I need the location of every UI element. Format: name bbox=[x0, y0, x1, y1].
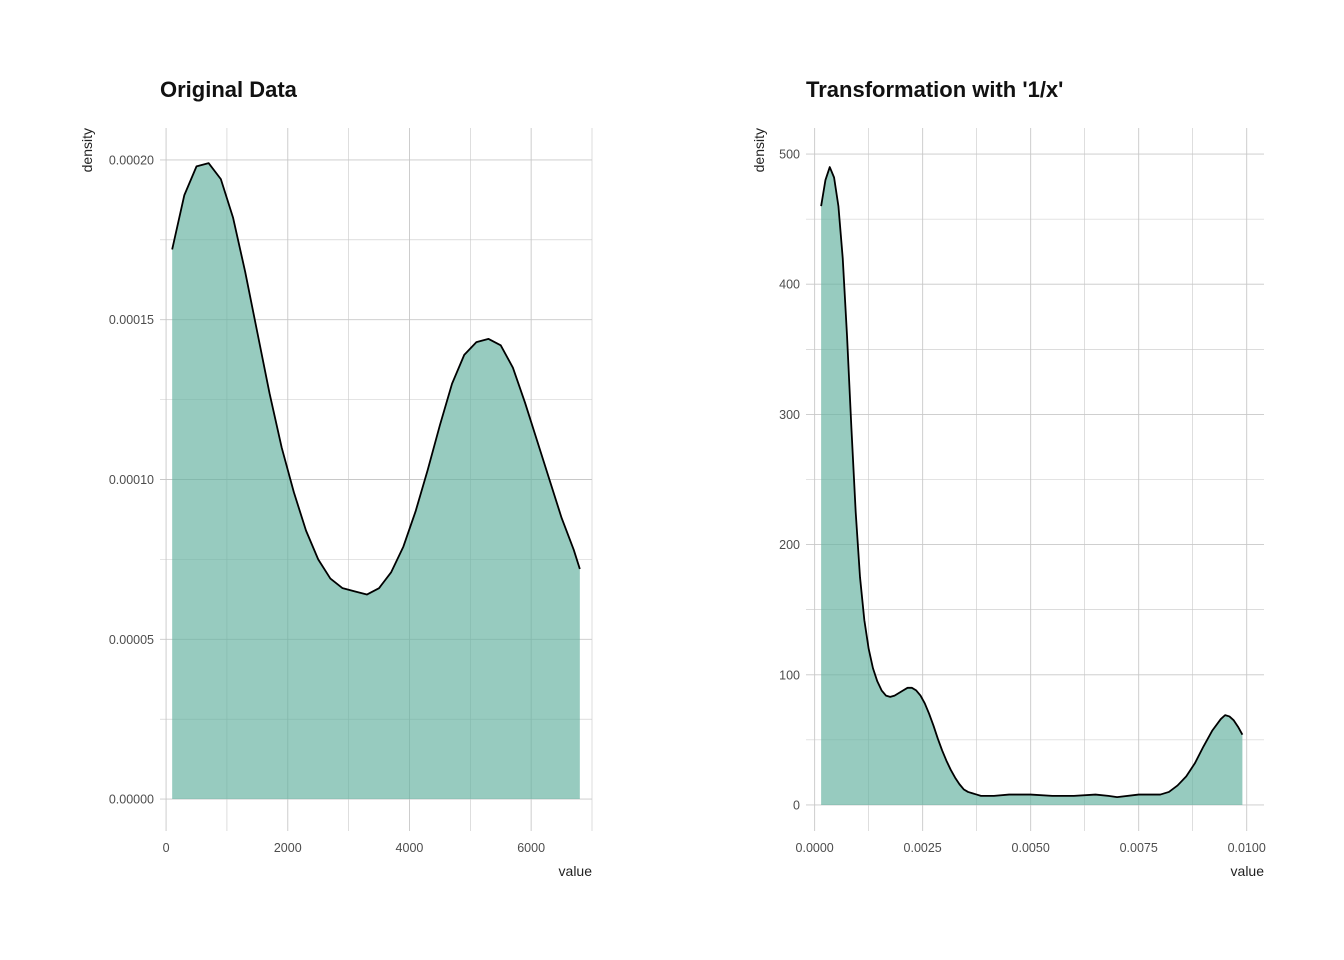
y-tick-label: 500 bbox=[779, 148, 800, 162]
density-area bbox=[821, 167, 1243, 805]
x-tick-label: 0 bbox=[163, 841, 170, 855]
y-axis-label: density bbox=[79, 128, 95, 172]
x-tick-label: 4000 bbox=[396, 841, 424, 855]
y-tick-label: 200 bbox=[779, 538, 800, 552]
chart-title: Original Data bbox=[160, 77, 298, 102]
y-axis-label: density bbox=[751, 128, 767, 172]
x-tick-label: 2000 bbox=[274, 841, 302, 855]
x-tick-label: 0.0050 bbox=[1012, 841, 1050, 855]
y-tick-label: 300 bbox=[779, 408, 800, 422]
x-tick-label: 0.0075 bbox=[1120, 841, 1158, 855]
density-curve bbox=[171, 162, 581, 596]
density-area bbox=[172, 163, 580, 800]
y-tick-label: 400 bbox=[779, 278, 800, 292]
x-axis-label: value bbox=[1231, 863, 1265, 879]
x-tick-label: 0.0100 bbox=[1228, 841, 1266, 855]
y-tick-label: 0 bbox=[793, 798, 800, 812]
x-tick-label: 0.0000 bbox=[796, 841, 834, 855]
y-tick-label: 0.00000 bbox=[109, 793, 154, 807]
chart-panel-2: 0 100 200 300 400 500 0.0000 0.0025 0.0050 0.0075… bbox=[751, 77, 1266, 879]
density-curve bbox=[820, 166, 1244, 799]
y-tick-label: 100 bbox=[779, 668, 800, 682]
x-tick-label: 6000 bbox=[517, 841, 545, 855]
x-axis-label: value bbox=[559, 863, 593, 879]
y-tick-label: 0.00020 bbox=[109, 153, 154, 167]
y-tick-label: 0.00010 bbox=[109, 473, 154, 487]
x-tick-label: 0.0025 bbox=[904, 841, 942, 855]
y-tick-label: 0.00015 bbox=[109, 313, 154, 327]
chart-panel-1: 0.00000 0.00005 0.00010 0.00015 0.00020 0 2000… bbox=[79, 77, 593, 879]
chart-title: Transformation with '1/x' bbox=[806, 77, 1063, 102]
y-tick-label: 0.00005 bbox=[109, 633, 154, 647]
